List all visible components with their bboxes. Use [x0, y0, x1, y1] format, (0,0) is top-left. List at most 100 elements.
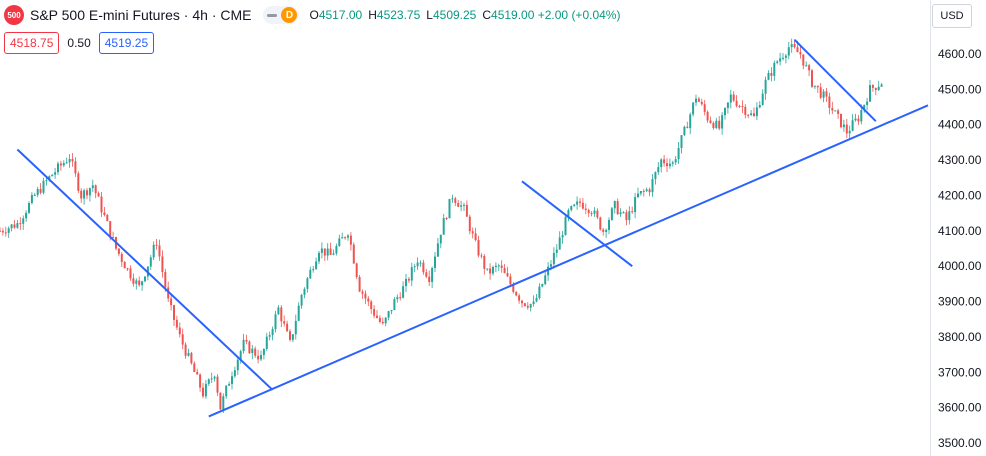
- candle-up: [529, 304, 532, 308]
- candle-up: [787, 47, 790, 56]
- candle-down: [407, 278, 410, 281]
- candle-down: [744, 106, 747, 115]
- candle-down: [245, 339, 248, 342]
- candle-up: [692, 102, 695, 115]
- candle-down: [709, 120, 712, 123]
- candle-down: [59, 163, 62, 166]
- candle-up: [532, 301, 535, 305]
- ohlc-close-value: 4519.00 +2.00 (+0.04%): [491, 8, 621, 22]
- candle-up: [42, 180, 45, 193]
- candle-down: [94, 185, 97, 194]
- currency-selector[interactable]: USD: [932, 4, 972, 28]
- candle-down: [587, 209, 590, 214]
- candle-up: [866, 101, 869, 105]
- candle-down: [86, 190, 88, 196]
- candle-up: [320, 248, 323, 253]
- trendline[interactable]: [16, 148, 274, 391]
- candle-up: [187, 352, 190, 356]
- candle-down: [399, 297, 402, 299]
- status-pill[interactable]: D: [263, 6, 300, 24]
- candle-up: [726, 102, 729, 108]
- candle-down: [138, 280, 141, 286]
- candle-down: [857, 118, 860, 122]
- symbol-title[interactable]: S&P 500 E-mini Futures · 4h · CME: [30, 7, 252, 23]
- candle-up: [784, 55, 787, 58]
- candle-up: [28, 203, 30, 213]
- candle-up: [593, 210, 596, 214]
- candle-up: [338, 238, 341, 246]
- candle-up: [451, 198, 454, 200]
- candle-down: [581, 202, 584, 209]
- candle-up: [297, 305, 300, 321]
- candle-down: [828, 96, 831, 108]
- candle-down: [74, 161, 77, 174]
- candle-down: [753, 113, 755, 117]
- candle-down: [103, 212, 106, 215]
- ask-price-button[interactable]: 4519.25: [98, 32, 155, 54]
- candle-up: [387, 311, 390, 318]
- candle-up: [332, 253, 335, 255]
- candle-up: [416, 262, 419, 267]
- delayed-data-badge[interactable]: D: [281, 7, 298, 23]
- candle-down: [515, 292, 518, 296]
- ohlc-high-key: H: [368, 8, 377, 22]
- candle-down: [428, 276, 431, 283]
- candle-down: [381, 321, 384, 324]
- candle-up: [877, 86, 880, 91]
- candle-up: [558, 237, 561, 250]
- candle-down: [117, 248, 120, 254]
- candle-down: [648, 189, 651, 193]
- candle-up: [555, 249, 558, 253]
- trendline[interactable]: [521, 180, 633, 267]
- candle-up: [851, 120, 854, 131]
- candle-up: [782, 57, 784, 59]
- candle-up: [460, 205, 463, 207]
- candle-down: [738, 105, 741, 107]
- candle-down: [280, 307, 283, 322]
- candle-up: [210, 378, 213, 380]
- candle-up: [860, 110, 863, 122]
- candle-down: [874, 87, 877, 91]
- candle-up: [207, 379, 210, 384]
- trendline[interactable]: [793, 39, 877, 122]
- candle-up: [396, 297, 399, 300]
- candle-up: [152, 244, 155, 258]
- candle-up: [341, 237, 344, 239]
- candle-up: [657, 167, 660, 173]
- candle-down: [500, 265, 503, 268]
- candle-up: [434, 256, 436, 268]
- price-axis[interactable]: 3500.00 3600.00 3700.00 3800.00 3900.00 4000.…: [938, 47, 982, 450]
- candle-down: [811, 70, 813, 87]
- candle-up: [639, 190, 642, 194]
- candle-up: [764, 79, 767, 94]
- price-tick-label: 3900.00: [938, 295, 982, 309]
- candle-down: [457, 203, 460, 207]
- candle-down: [579, 201, 581, 203]
- candle-down: [376, 315, 378, 318]
- trendline[interactable]: [208, 104, 929, 418]
- candle-up: [541, 284, 544, 287]
- candle-up: [790, 44, 793, 48]
- candle-down: [422, 262, 425, 273]
- ohlc-open-value: 4517.00: [318, 8, 363, 22]
- candle-down: [199, 374, 202, 388]
- candle-up: [695, 98, 697, 103]
- price-tick-label: 4100.00: [938, 224, 982, 238]
- candle-down: [248, 341, 251, 354]
- symbol-logo-icon[interactable]: 500: [4, 5, 24, 25]
- candle-up: [294, 320, 297, 335]
- candle-down: [831, 107, 834, 111]
- candle-up: [805, 65, 808, 67]
- candle-up: [497, 265, 500, 267]
- candle-up: [36, 189, 39, 195]
- candle-down: [129, 268, 132, 279]
- trendlines-group: [16, 39, 929, 418]
- candle-down: [802, 54, 805, 66]
- candle-down: [489, 268, 492, 274]
- candle-up: [277, 307, 280, 315]
- candle-down: [286, 323, 289, 332]
- bid-price-button[interactable]: 4518.75: [4, 32, 60, 54]
- candle-down: [425, 272, 428, 277]
- market-status-icon: [267, 13, 278, 17]
